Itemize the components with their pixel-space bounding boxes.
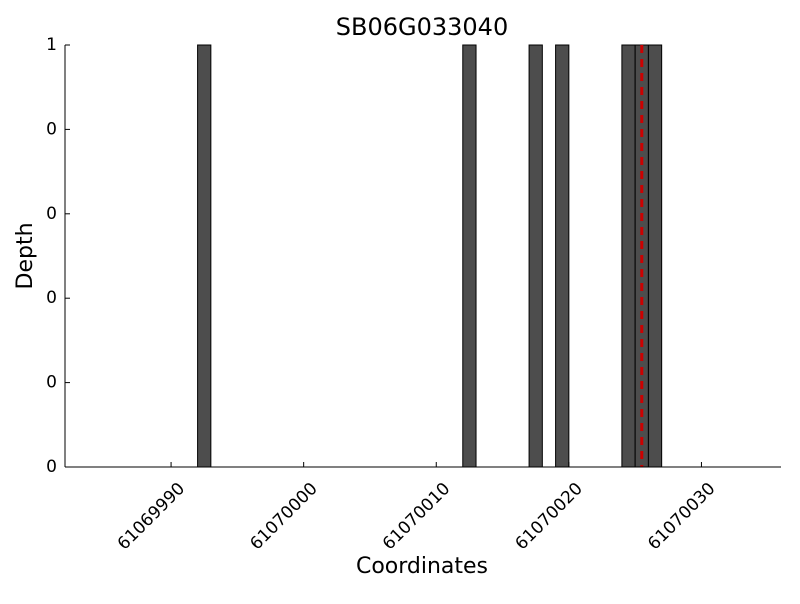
y-tick-label: 1 <box>46 35 57 55</box>
y-tick-label: 0 <box>46 204 57 224</box>
x-tick-label: 61070020 <box>512 479 587 554</box>
x-tick-label: 61070000 <box>246 479 321 554</box>
y-tick-label: 0 <box>46 457 57 477</box>
bar <box>197 44 212 468</box>
y-tick-label: 0 <box>46 119 57 139</box>
y-tick-label: 0 <box>46 373 57 393</box>
bar <box>647 44 663 468</box>
y-axis-label: Depth <box>13 222 38 289</box>
x-tick-label: 61070010 <box>379 479 454 554</box>
bar <box>555 44 570 468</box>
x-tick-label: 61070030 <box>644 479 719 554</box>
bar <box>528 44 543 468</box>
bar <box>621 44 636 468</box>
chart-title: SB06G033040 <box>336 13 508 41</box>
bar <box>462 44 477 468</box>
x-axis-label: Coordinates <box>356 554 488 579</box>
y-tick-label: 0 <box>46 288 57 308</box>
x-tick-label: 61069990 <box>114 479 189 554</box>
